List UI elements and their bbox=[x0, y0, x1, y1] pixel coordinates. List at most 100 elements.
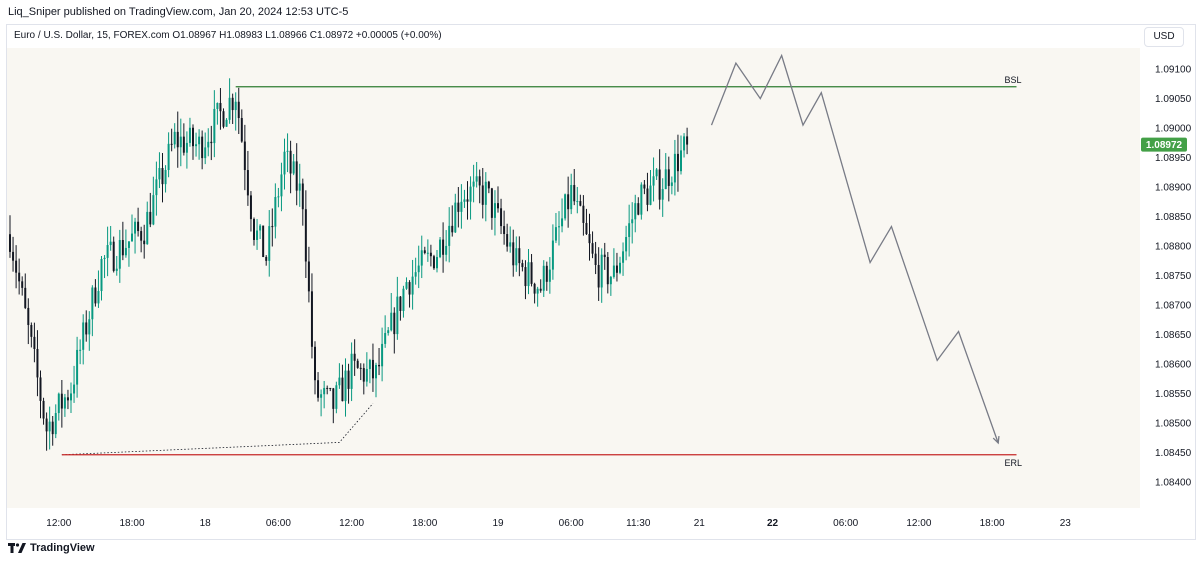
candle-body bbox=[518, 248, 521, 264]
candle-body bbox=[628, 223, 631, 238]
y-tick-label: 1.08400 bbox=[1155, 477, 1192, 488]
candle-body bbox=[73, 384, 76, 394]
candle-body bbox=[259, 225, 262, 231]
candle-body bbox=[417, 265, 420, 273]
candle-body bbox=[94, 287, 97, 304]
candle-body bbox=[225, 119, 228, 127]
candle-body bbox=[542, 265, 545, 291]
x-tick-label: 18:00 bbox=[412, 518, 437, 529]
candle-body bbox=[188, 127, 191, 143]
currency-button[interactable]: USD bbox=[1144, 27, 1184, 47]
candle-body bbox=[619, 262, 621, 273]
candle-body bbox=[442, 239, 445, 255]
candle-body bbox=[45, 418, 48, 432]
candle-body bbox=[170, 143, 173, 145]
candles-group bbox=[9, 78, 689, 451]
candle-body bbox=[164, 169, 167, 185]
candle-body bbox=[585, 222, 588, 235]
candle-body bbox=[606, 257, 609, 285]
candle-body bbox=[204, 147, 207, 159]
y-tick-label: 1.08950 bbox=[1155, 153, 1192, 164]
x-tick-label: 23 bbox=[1060, 518, 1072, 529]
candle-body bbox=[158, 168, 161, 180]
candle-body bbox=[637, 203, 640, 215]
candle-body bbox=[378, 364, 381, 367]
candle-body bbox=[335, 385, 338, 409]
candle-body bbox=[323, 387, 326, 395]
candle-body bbox=[182, 136, 185, 153]
y-tick-label: 1.08900 bbox=[1155, 183, 1192, 194]
candle-body bbox=[396, 296, 399, 335]
candle-body bbox=[603, 254, 606, 258]
brand-name: TradingView bbox=[30, 542, 95, 554]
candle-body bbox=[124, 247, 127, 256]
candle-body bbox=[42, 400, 45, 419]
candle-body bbox=[301, 183, 304, 210]
candle-body bbox=[118, 240, 121, 269]
candle-body bbox=[127, 241, 130, 248]
x-tick-label: 12:00 bbox=[339, 518, 364, 529]
y-tick-label: 1.08850 bbox=[1155, 212, 1192, 223]
candle-body bbox=[561, 218, 564, 227]
candle-body bbox=[609, 276, 612, 285]
candle-body bbox=[408, 282, 411, 295]
candle-body bbox=[661, 189, 664, 200]
candle-body bbox=[268, 226, 271, 261]
candle-body bbox=[30, 325, 33, 337]
x-tick-label: 12:00 bbox=[906, 518, 931, 529]
y-tick-label: 1.08600 bbox=[1155, 359, 1192, 370]
candle-body bbox=[426, 252, 429, 254]
candle-body bbox=[234, 101, 237, 111]
x-tick-label: 18:00 bbox=[119, 518, 144, 529]
y-tick-label: 1.09000 bbox=[1155, 124, 1192, 135]
candle-body bbox=[121, 240, 124, 256]
y-tick-label: 1.08550 bbox=[1155, 389, 1192, 400]
candle-body bbox=[39, 377, 42, 401]
candle-body bbox=[533, 283, 536, 294]
candle-body bbox=[655, 169, 658, 177]
candle-body bbox=[304, 209, 307, 262]
candle-body bbox=[143, 240, 146, 245]
symbol-legend: Euro / U.S. Dollar, 15, FOREX.com O1.089… bbox=[14, 30, 442, 41]
candle-body bbox=[521, 263, 524, 268]
candle-body bbox=[432, 256, 435, 269]
candle-body bbox=[371, 359, 374, 379]
candle-body bbox=[249, 195, 252, 220]
candle-body bbox=[640, 184, 643, 215]
candle-body bbox=[631, 219, 634, 224]
candle-body bbox=[76, 349, 79, 385]
candle-body bbox=[15, 260, 18, 273]
candle-body bbox=[411, 276, 414, 295]
candle-body bbox=[487, 181, 490, 189]
candle-body bbox=[317, 380, 320, 398]
candle-body bbox=[390, 312, 393, 331]
candle-body bbox=[545, 265, 548, 282]
candle-body bbox=[490, 188, 493, 218]
candle-body bbox=[484, 181, 487, 205]
candle-body bbox=[472, 181, 475, 187]
candle-body bbox=[12, 251, 15, 261]
last-price-badge bbox=[1141, 137, 1187, 152]
candle-body bbox=[448, 225, 451, 246]
candle-body bbox=[27, 307, 30, 326]
candle-body bbox=[402, 288, 405, 311]
candle-body bbox=[652, 176, 655, 186]
candle-body bbox=[146, 211, 149, 245]
candle-body bbox=[634, 203, 637, 220]
candle-body bbox=[82, 322, 85, 350]
last-price-label: 1.08972 bbox=[1146, 140, 1183, 151]
candle-body bbox=[63, 397, 66, 409]
candle-body bbox=[265, 256, 268, 261]
candle-body bbox=[60, 393, 63, 409]
candle-body bbox=[594, 253, 597, 265]
candle-body bbox=[350, 353, 353, 389]
x-tick-label: 18:00 bbox=[980, 518, 1005, 529]
candle-body bbox=[286, 150, 289, 152]
candle-body bbox=[622, 251, 625, 263]
candle-body bbox=[646, 188, 649, 205]
candle-body bbox=[256, 230, 259, 240]
footer-brand: TradingView bbox=[8, 542, 95, 554]
y-tick-label: 1.09100 bbox=[1155, 65, 1192, 76]
candle-body bbox=[454, 202, 457, 233]
